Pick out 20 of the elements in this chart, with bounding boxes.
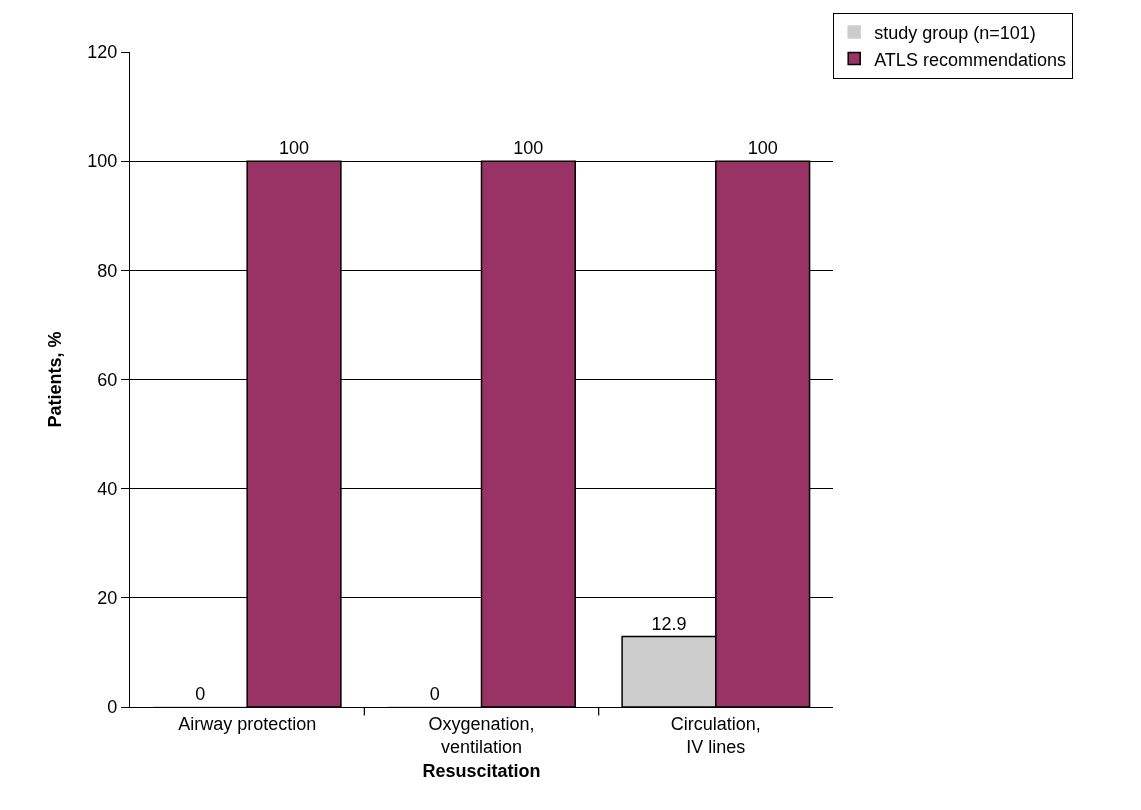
y-tick-label: 80 — [97, 260, 118, 281]
y-tick-label: 100 — [87, 151, 118, 172]
y-tick-label: 120 — [87, 42, 118, 63]
data-label: 100 — [513, 138, 544, 159]
y-tick-label: 40 — [97, 478, 118, 499]
data-label: 12.9 — [651, 613, 687, 634]
legend-label: ATLS recommendations — [874, 49, 1066, 70]
data-label: 0 — [429, 684, 440, 704]
legend-label: study group (n=101) — [874, 23, 1036, 44]
data-label: 0 — [195, 684, 206, 704]
x-tick-label: Airway protection — [178, 713, 317, 734]
y-tick-label: 60 — [97, 369, 118, 390]
y-tick-label: 20 — [97, 588, 118, 609]
data-label: 100 — [279, 138, 310, 159]
y-axis-title: Patients, % — [45, 331, 66, 428]
x-axis-title: Resuscitation — [422, 761, 541, 782]
y-tick-label: 0 — [107, 697, 118, 718]
x-tick-label: Oxygenation, ventilation — [428, 713, 535, 758]
x-tick-label: Circulation, IV lines — [670, 713, 761, 758]
data-label: 100 — [747, 138, 778, 159]
